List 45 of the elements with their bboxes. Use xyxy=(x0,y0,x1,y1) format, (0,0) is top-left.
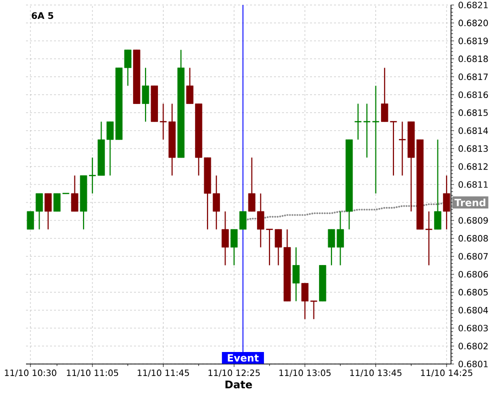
y-tick-label: 0.6819 xyxy=(458,38,488,44)
y-tick-label: 0.6809 xyxy=(458,217,488,224)
text: 6A 5 xyxy=(32,12,54,19)
y-tick-label: 0.6813 xyxy=(458,145,488,152)
y-tick-label: 0.6815 xyxy=(458,109,488,116)
x-tick-label: 11/10 13:05 xyxy=(279,370,331,377)
candlestick xyxy=(354,103,362,140)
x-axis-title: Date xyxy=(226,380,252,388)
x-tick-label: 11/10 12:25 xyxy=(208,370,260,377)
series-label: Trend xyxy=(454,198,486,206)
y-tick-label: 0.6807 xyxy=(458,253,488,260)
y-tick-label: 0.6818 xyxy=(458,56,488,62)
y-tick-label: 0.6817 xyxy=(458,74,488,80)
candlestick xyxy=(44,192,52,230)
y-tick-label: 0.6811 xyxy=(458,181,488,188)
x-tick-label: 11/10 11:45 xyxy=(138,370,189,377)
y-tick-label: 0.6804 xyxy=(458,306,488,314)
y-tick-label: 0.6821 xyxy=(458,2,488,8)
candlestick xyxy=(222,210,229,266)
candlestick xyxy=(434,139,442,230)
candlestick xyxy=(159,103,168,140)
candlestick xyxy=(372,85,380,194)
candlestick xyxy=(310,300,318,320)
x-tick-label: 11/10 11:05 xyxy=(66,370,118,377)
candlestick xyxy=(443,174,450,230)
y-tick-label: 0.6820 xyxy=(458,20,488,26)
x-tick-label: 11/10 10:30 xyxy=(4,370,56,377)
annotation: Event xyxy=(228,354,259,362)
y-tick-label: 0.6802 xyxy=(458,342,488,350)
y-tick-label: 0.6816 xyxy=(458,91,488,98)
candlestick xyxy=(71,174,78,212)
candlestick xyxy=(53,192,61,212)
candlestick xyxy=(292,246,300,302)
candlestick xyxy=(301,282,308,320)
candlestick xyxy=(142,67,150,122)
y-tick-label: 0.6803 xyxy=(458,324,488,332)
y-tick-label: 0.6805 xyxy=(458,288,488,296)
y-tick-label: 0.6812 xyxy=(458,163,488,170)
y-tick-label: 0.6801 xyxy=(458,360,488,368)
y-tick-label: 0.6808 xyxy=(458,235,488,242)
x-tick-label: 11/10 14:25 xyxy=(421,370,472,377)
candlestick xyxy=(362,103,371,158)
x-tick-label: 11/10 13:45 xyxy=(350,370,402,377)
y-tick-label: 0.6806 xyxy=(458,270,488,278)
y-tick-label: 0.6814 xyxy=(458,127,488,134)
